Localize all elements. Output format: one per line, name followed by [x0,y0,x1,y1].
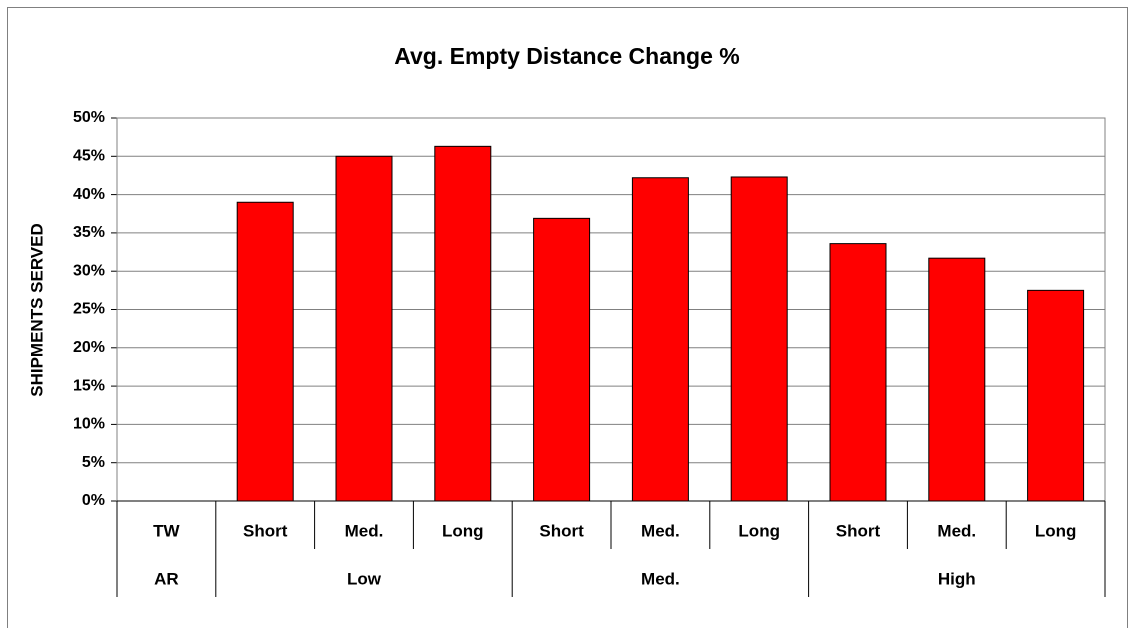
bar [631,177,689,502]
y-tick-label: 25% [73,301,105,318]
x-tick-label: Long [738,521,780,540]
x-tick-label: Long [1035,521,1077,540]
bar [1027,289,1085,502]
bar [236,201,294,502]
bar [928,257,986,502]
group-label: High [938,569,976,588]
y-tick-label: 0% [82,492,105,509]
x-tick-label: TW [153,521,180,540]
bar [434,145,492,502]
bar [335,155,393,502]
y-tick-label: 15% [73,377,105,394]
y-tick-label: 35% [73,224,105,241]
group-label: Low [347,569,382,588]
x-tick-label: Med. [937,521,976,540]
y-axis-label: SHIPMENTS SERVED [27,223,46,397]
bar [533,217,591,502]
x-tick-label: Short [243,521,288,540]
y-tick-label: 50% [73,109,105,126]
x-tick-label: Med. [345,521,384,540]
chart-title: Avg. Empty Distance Change % [394,43,740,69]
group-label: Med. [641,569,680,588]
group-label: AR [154,569,179,588]
y-tick-label: 5% [82,454,105,471]
y-tick-label: 30% [73,262,105,279]
y-tick-label: 10% [73,416,105,433]
y-tick-label: 40% [73,186,105,203]
x-tick-label: Short [539,521,584,540]
bar [829,243,887,502]
frame [7,7,1128,628]
x-tick-label: Long [442,521,484,540]
bar [730,176,788,502]
x-tick-label: Med. [641,521,680,540]
y-tick-label: 20% [73,339,105,356]
x-tick-label: Short [836,521,881,540]
y-tick-label: 45% [73,148,105,165]
